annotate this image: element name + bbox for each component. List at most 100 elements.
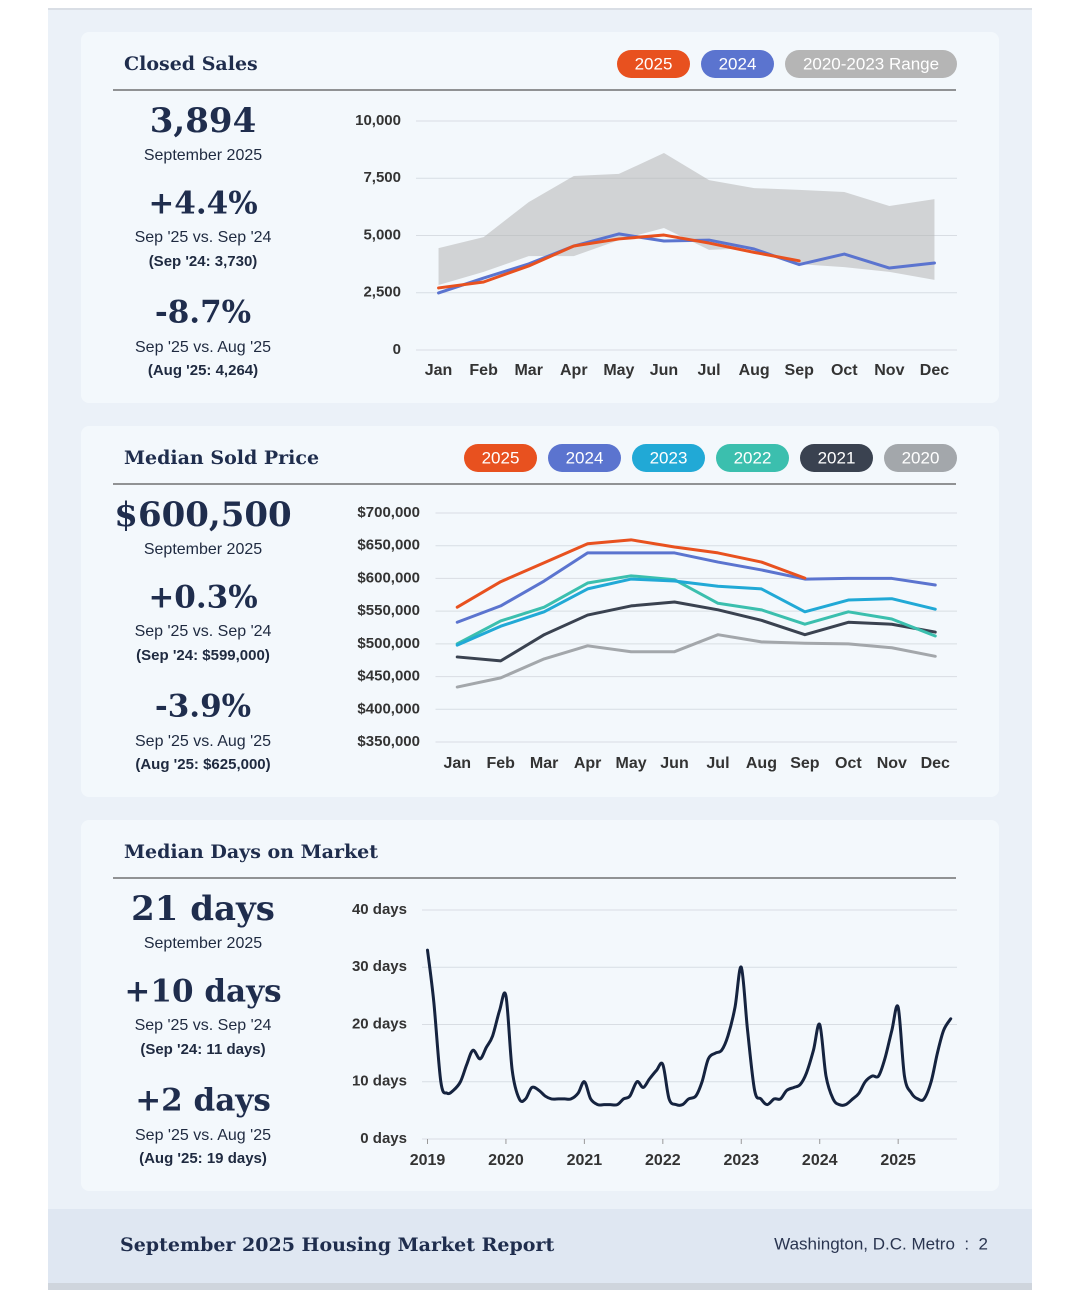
kpi-mom-label: Sep '25 vs. Aug '25 — [135, 1127, 271, 1144]
kpi-mom: +2 days — [135, 1083, 271, 1119]
x-tick-label: Nov — [874, 362, 904, 379]
x-tick-label: Mar — [530, 755, 558, 772]
legend-pill — [884, 444, 957, 472]
y-tick-label: $550,000 — [357, 602, 420, 619]
kpi-period: September 2025 — [144, 147, 262, 164]
x-tick-label: Dec — [921, 755, 950, 772]
y-tick-label: $700,000 — [357, 504, 420, 521]
y-tick-label: 5,000 — [363, 226, 401, 243]
y-tick-label: 7,500 — [363, 169, 401, 186]
y-tick-label: 10 days — [352, 1073, 407, 1090]
legend-label: 2024 — [566, 448, 604, 467]
chart-title: Median Sold Price — [124, 447, 319, 469]
series-line — [455, 577, 937, 647]
kpi-yoy: +10 days — [124, 974, 281, 1010]
y-tick-label: 20 days — [352, 1015, 407, 1032]
kpi-yoy-label: Sep '25 vs. Sep '24 — [135, 229, 272, 246]
legend-pill — [800, 444, 873, 472]
x-tick-label: Jun — [660, 755, 688, 772]
series-line — [455, 633, 937, 689]
legend-label: 2025 — [635, 54, 673, 73]
kpi-yoy: +0.3% — [148, 580, 257, 616]
legend-pill — [617, 50, 690, 78]
x-tick-label: 2025 — [880, 1152, 916, 1169]
y-tick-label: 10,000 — [355, 112, 401, 129]
bottom-edge — [48, 1283, 1032, 1290]
kpi-yoy-label: Sep '25 vs. Sep '24 — [135, 1017, 272, 1034]
y-tick-label: $450,000 — [357, 668, 420, 685]
x-tick-label: Apr — [574, 755, 602, 772]
kpi-mom: -8.7% — [155, 295, 251, 331]
x-tick-label: Jul — [706, 755, 729, 772]
legend-label: 2025 — [482, 448, 520, 467]
legend-label: 2021 — [818, 448, 856, 467]
y-tick-label: 0 — [393, 341, 401, 358]
kpi-value: 21 days — [131, 889, 275, 929]
kpi-mom-label: Sep '25 vs. Aug '25 — [135, 733, 271, 750]
x-tick-label: 2019 — [410, 1152, 446, 1169]
y-tick-label: $350,000 — [357, 733, 420, 750]
legend-pill — [632, 444, 705, 472]
x-tick-label: Nov — [877, 755, 907, 772]
kpi-period: September 2025 — [144, 541, 262, 558]
x-tick-label: Dec — [920, 362, 949, 379]
legend-label: 2020-2023 Range — [803, 54, 939, 73]
x-tick-label: Apr — [560, 362, 588, 379]
y-tick-label: $600,000 — [357, 569, 420, 586]
x-tick-label: Oct — [831, 362, 858, 379]
top-edge — [48, 8, 1032, 10]
chart-title: Closed Sales — [124, 53, 258, 75]
series-line — [437, 233, 801, 290]
chart-title: Median Days on Market — [124, 841, 378, 863]
x-tick-label: May — [603, 362, 634, 379]
kpi-mom-prior: (Aug '25: $625,000) — [135, 756, 270, 773]
kpi-yoy-prior: (Sep '24: $599,000) — [136, 647, 270, 664]
y-tick-label: $650,000 — [357, 537, 420, 554]
series-line — [455, 551, 937, 624]
x-tick-label: 2021 — [567, 1152, 603, 1169]
x-tick-label: Feb — [469, 362, 498, 379]
y-tick-label: $400,000 — [357, 700, 420, 717]
x-tick-label: Oct — [835, 755, 862, 772]
x-tick-label: 2023 — [723, 1152, 759, 1169]
x-tick-label: 2020 — [488, 1152, 524, 1169]
legend-pill — [785, 50, 957, 78]
x-tick-label: Jun — [650, 362, 678, 379]
kpi-mom-label: Sep '25 vs. Aug '25 — [135, 339, 271, 356]
footer-title: September 2025 Housing Market Report — [120, 1234, 554, 1256]
card — [81, 820, 999, 1191]
x-tick-label: Aug — [739, 362, 770, 379]
y-tick-label: 2,500 — [363, 284, 401, 301]
series-line — [425, 948, 953, 1107]
legend-pill — [701, 50, 774, 78]
legend-pill — [548, 444, 621, 472]
kpi-value: 3,894 — [150, 101, 256, 141]
kpi-mom-prior: (Aug '25: 4,264) — [148, 362, 258, 379]
kpi-value: $600,500 — [114, 495, 291, 535]
legend-label: 2023 — [650, 448, 688, 467]
kpi-yoy-label: Sep '25 vs. Sep '24 — [135, 623, 272, 640]
footer-page: Washington, D.C. Metro : 2 — [774, 1234, 988, 1253]
kpi-yoy-prior: (Sep '24: 11 days) — [140, 1041, 265, 1058]
legend-pill — [716, 444, 789, 472]
series-line — [455, 600, 937, 663]
kpi-yoy: +4.4% — [148, 186, 257, 222]
y-tick-label: 0 days — [360, 1130, 407, 1147]
kpi-yoy-prior: (Sep '24: 3,730) — [149, 253, 258, 270]
x-tick-label: May — [616, 755, 647, 772]
x-tick-label: Aug — [746, 755, 777, 772]
kpi-mom-prior: (Aug '25: 19 days) — [139, 1150, 267, 1167]
series-line — [455, 574, 937, 646]
y-tick-label: $500,000 — [357, 635, 420, 652]
x-tick-label: 2024 — [802, 1152, 838, 1169]
legend-label: 2024 — [719, 54, 757, 73]
x-tick-label: Jan — [443, 755, 471, 772]
kpi-mom: -3.9% — [155, 689, 251, 725]
x-tick-label: 2022 — [645, 1152, 681, 1169]
x-tick-label: Sep — [785, 362, 815, 379]
x-tick-label: Sep — [790, 755, 820, 772]
x-tick-label: Jul — [697, 362, 720, 379]
x-tick-label: Jan — [425, 362, 453, 379]
series-line — [455, 538, 807, 609]
